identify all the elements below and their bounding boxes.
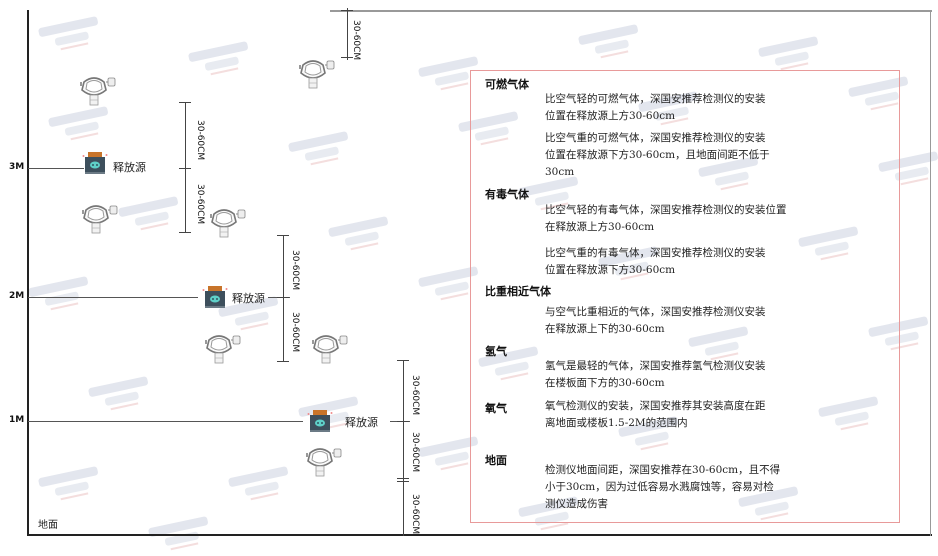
gas-detector-icon <box>203 332 245 368</box>
watermark-logo <box>287 129 353 171</box>
watermark-logo <box>227 464 293 506</box>
dimension-tick <box>341 10 353 11</box>
dimension-tick <box>397 481 409 482</box>
release-source-icon <box>202 284 228 314</box>
note-text: 比空气重的可燃气体，深国安推荐检测仪的安装 位置在释放源下方30-60cm，且地… <box>545 132 770 178</box>
dimension-tick <box>397 360 409 361</box>
dimension-line <box>283 235 284 362</box>
note-title-combustible: 可燃气体 <box>485 78 529 91</box>
ground-label: 地面 <box>38 520 58 531</box>
dimension-tick <box>179 232 191 233</box>
watermark-logo <box>327 214 393 256</box>
notes-panel <box>470 70 900 523</box>
note-title-ground: 地面 <box>485 454 507 467</box>
note-text: 氢气是最轻的气体，深国安推荐氢气检测仪安装 在楼板面下方的30-60cm <box>545 360 766 389</box>
dimension-label: 30-60CM <box>290 312 300 353</box>
dimension-tick <box>397 478 409 479</box>
note-title-oxygen: 氧气 <box>485 402 507 415</box>
note-text: 与空气比重相近的气体，深国安推荐检测仪安装 在释放源上下的30-60cm <box>545 306 766 335</box>
wall-right <box>930 10 931 536</box>
dimension-label: 30-60CM <box>410 494 420 535</box>
watermark-logo <box>187 39 253 81</box>
dimension-label: 30-60CM <box>410 375 420 416</box>
dimension-label: 30-60CM <box>195 184 205 225</box>
note-text: 比空气轻的可燃气体，深国安推荐检测仪的安装 位置在释放源上方30-60cm <box>545 93 766 122</box>
dimension-label: 30-60CM <box>351 20 361 61</box>
release-source-icon <box>82 150 108 180</box>
level-1m-line <box>28 421 303 422</box>
dimension-tick <box>179 168 191 169</box>
dimension-line <box>403 360 404 536</box>
watermark-logo <box>47 104 113 146</box>
gas-detector-icon <box>208 206 250 242</box>
level-3m-label: 3M <box>9 162 25 172</box>
dimension-tick <box>277 297 289 298</box>
watermark-logo <box>37 14 103 56</box>
note-title-toxic: 有毒气体 <box>485 188 529 201</box>
dimension-label: 30-60CM <box>410 432 420 473</box>
wall-left <box>27 10 29 536</box>
watermark-logo <box>117 194 183 236</box>
watermark-logo <box>37 464 103 506</box>
gas-detector-icon <box>304 445 346 481</box>
gas-detector-icon <box>78 74 120 110</box>
gas-detector-icon <box>297 57 339 93</box>
release-source-icon <box>307 408 333 438</box>
gas-detector-icon <box>310 332 352 368</box>
watermark-logo <box>577 22 643 64</box>
dimension-tick <box>397 421 409 422</box>
level-2m-line <box>28 297 198 298</box>
ceiling-line <box>330 10 932 12</box>
release-source-label: 释放源 <box>232 292 265 305</box>
dimension-tick <box>341 57 353 58</box>
dimension-label: 30-60CM <box>195 120 205 161</box>
level-1m-label: 1M <box>9 415 25 425</box>
release-source-label: 释放源 <box>113 161 146 174</box>
watermark-logo <box>27 274 93 316</box>
watermark-logo <box>87 374 153 416</box>
note-text: 检测仪地面间距，深国安推荐在30-60cm，且不得 小于30cm，因为过低容易水… <box>545 464 781 510</box>
note-text: 比空气重的有毒气体，深国安推荐检测仪的安装 位置在释放源下方30-60cm <box>545 247 766 276</box>
gas-detector-icon <box>80 202 122 238</box>
note-title-similar-density: 比重相近气体 <box>485 285 551 298</box>
level-2m-label: 2M <box>9 291 25 301</box>
dimension-tick <box>277 235 289 236</box>
note-text: 比空气轻的有毒气体，深国安推荐检测仪的安装位置 在释放源上方30-60cm <box>545 204 787 233</box>
dimension-label: 30-60CM <box>290 250 300 291</box>
dimension-tick <box>277 361 289 362</box>
floor-line <box>27 534 932 536</box>
dimension-line <box>347 8 348 60</box>
dimension-line <box>185 102 186 233</box>
level-3m-line <box>28 168 84 169</box>
note-title-hydrogen: 氢气 <box>485 345 507 358</box>
release-source-label: 释放源 <box>345 416 378 429</box>
note-text: 氧气检测仪的安装，深国安推荐其安装高度在距 离地面或楼板1.5-2M的范围内 <box>545 400 766 429</box>
dimension-tick <box>179 102 191 103</box>
